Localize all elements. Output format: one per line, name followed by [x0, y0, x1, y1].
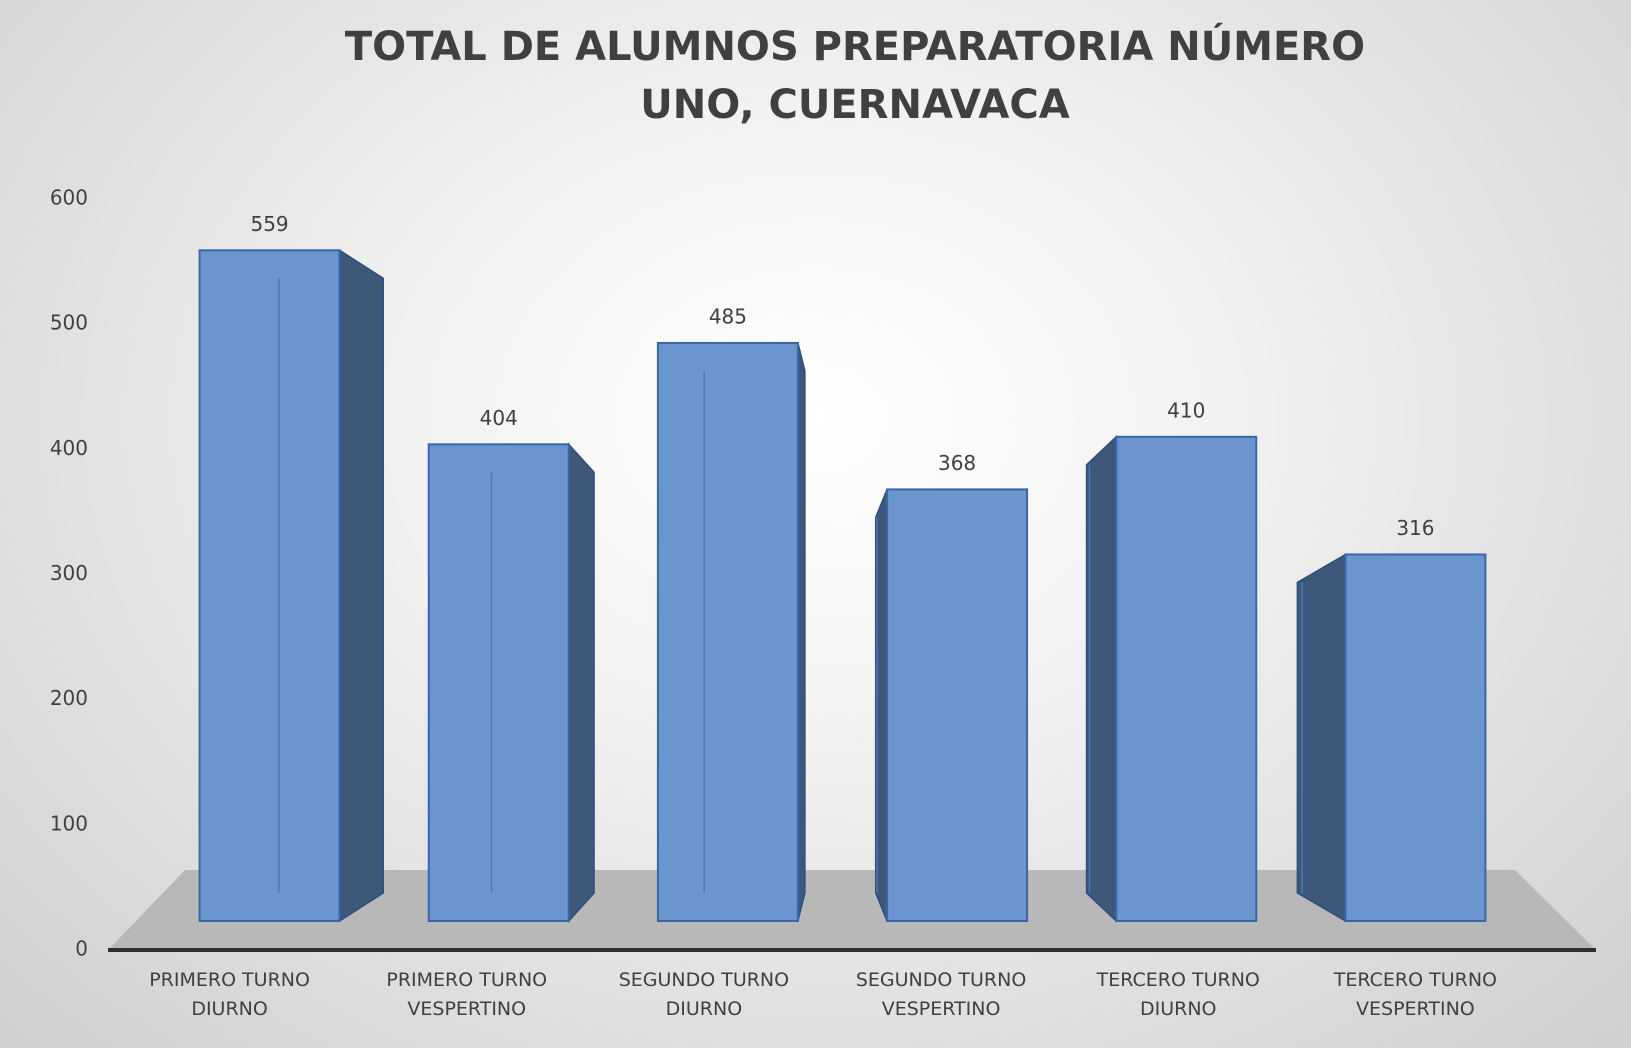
bar	[427, 443, 570, 922]
value-label: 485	[709, 304, 747, 328]
bar-side	[338, 248, 384, 923]
bar-side	[797, 342, 806, 922]
y-tick-label: 300	[50, 561, 88, 585]
bar	[1115, 435, 1258, 922]
x-tick-label: SEGUNDO TURNO DIURNO	[618, 969, 790, 1020]
bar	[1344, 553, 1487, 922]
value-label: 559	[250, 212, 288, 236]
x-tick-label: PRIMERO TURNO VESPERTINO	[386, 969, 548, 1020]
x-tick-label: SEGUNDO TURNO VESPERTINO	[855, 969, 1027, 1020]
value-label: 404	[480, 406, 518, 430]
y-tick-label: 600	[50, 186, 88, 210]
bar-side	[1085, 435, 1117, 923]
bar	[656, 341, 799, 923]
y-tick-label: 100	[50, 811, 88, 835]
value-label: 410	[1167, 398, 1205, 422]
x-tick-label: TERCERO TURNO DIURNO	[1096, 969, 1260, 1020]
y-tick-label: 500	[50, 311, 88, 335]
x-tick-label: TERCERO TURNO VESPERTINO	[1333, 969, 1498, 1020]
value-label: 368	[938, 451, 976, 475]
value-label: 316	[1396, 516, 1434, 540]
y-tick-label: 200	[50, 686, 88, 710]
bar-side	[568, 442, 595, 923]
bar	[886, 488, 1029, 922]
bar	[198, 249, 341, 922]
bar-side	[1296, 553, 1347, 923]
y-tick-label: 0	[75, 937, 88, 961]
x-tick-label: PRIMERO TURNO DIURNO	[149, 969, 310, 1020]
chart-title: TOTAL DE ALUMNOS PREPARATORIA NÚMERO UNO…	[344, 24, 1366, 128]
y-tick-label: 400	[50, 436, 88, 460]
